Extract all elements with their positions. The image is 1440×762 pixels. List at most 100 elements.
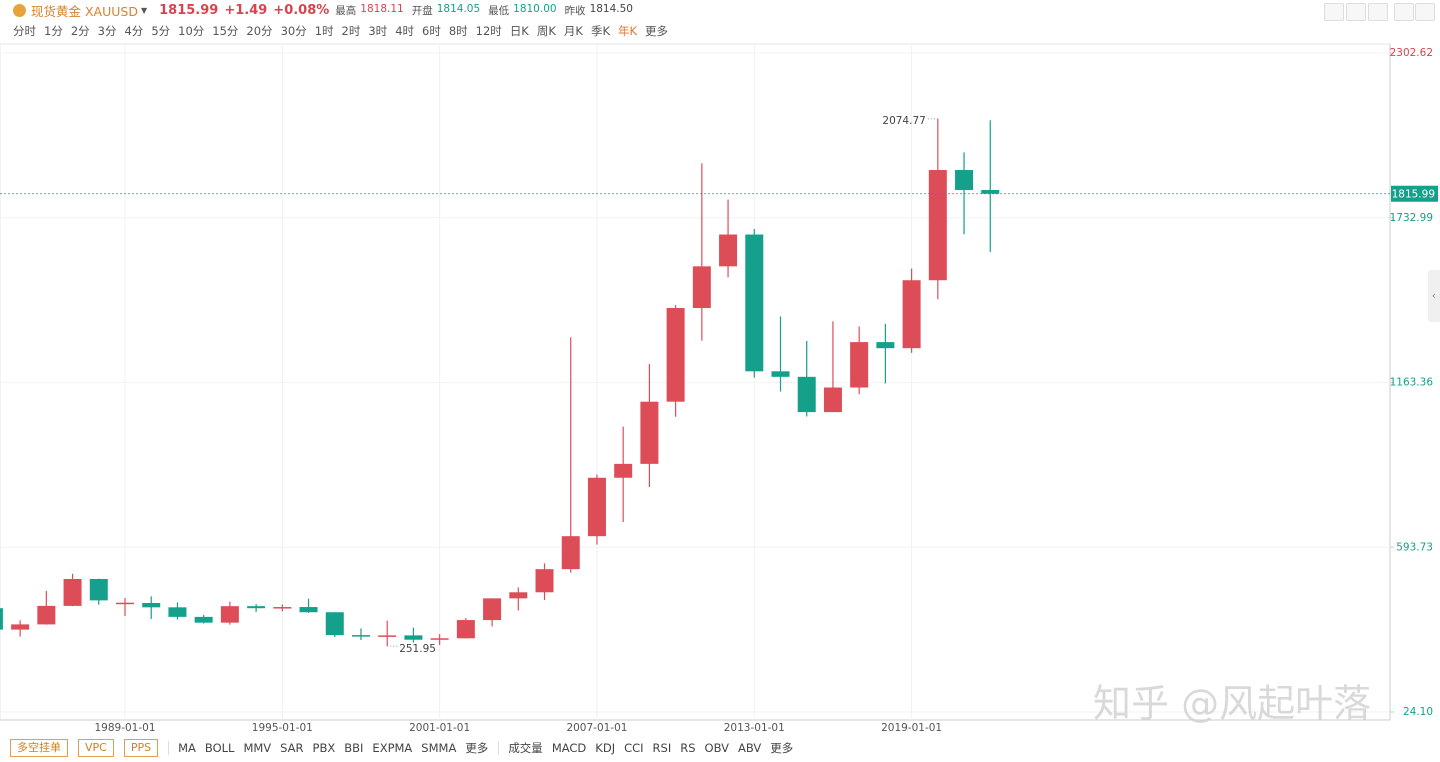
candle-body [404, 635, 423, 640]
candle-body [325, 612, 344, 636]
sub-indicator[interactable]: 更多 [770, 741, 794, 755]
main-indicator[interactable]: PBX [312, 741, 336, 755]
main-indicator[interactable]: SAR [280, 741, 304, 755]
period[interactable]: 月K [563, 24, 583, 38]
candle-body [955, 170, 974, 190]
period[interactable]: 12时 [475, 24, 502, 38]
candle-body [299, 607, 318, 613]
sub-indicator[interactable]: OBV [704, 741, 729, 755]
main-indicator[interactable]: MMV [243, 741, 272, 755]
y-tick-label: 1732.99 [1390, 212, 1433, 224]
period[interactable]: 15分 [212, 24, 239, 38]
candle-body [509, 592, 528, 599]
dropdown-caret[interactable]: ▼ [140, 5, 148, 15]
period[interactable]: 2时 [341, 24, 361, 38]
period[interactable]: 日K [509, 24, 529, 38]
candle-body [456, 620, 475, 639]
candle-body [116, 602, 134, 605]
period[interactable]: 6时 [422, 24, 441, 38]
period[interactable]: 4分 [124, 24, 144, 38]
candle-body [483, 598, 502, 621]
period[interactable]: 20分 [246, 24, 273, 38]
period[interactable]: 更多 [645, 24, 669, 38]
main-indicator[interactable]: EXPMA [372, 741, 413, 755]
x-tick-label: 2013-01-01 [724, 722, 785, 734]
sub-indicator[interactable]: 成交量 [508, 741, 543, 755]
period[interactable]: 2分 [70, 24, 90, 38]
header: 现货黄金 XAUUSD ▼ 1815.99 +1.49 +0.08% 最高 181… [0, 0, 1440, 20]
candle-body [692, 266, 711, 308]
candle-body [430, 638, 449, 640]
period[interactable]: 季K [590, 24, 610, 38]
candle-body [168, 607, 187, 617]
main-indicator[interactable]: SMMA [421, 741, 457, 755]
candle-body [797, 376, 816, 413]
y-tick-label: 2302.62 [1390, 47, 1433, 59]
sub-indicator[interactable]: RS [680, 741, 696, 755]
period[interactable]: 10分 [178, 24, 205, 38]
period[interactable]: 分时 [13, 24, 36, 38]
tool-button[interactable] [1415, 3, 1435, 21]
candle-body [771, 371, 790, 377]
period-bar: 分时 1分 2分 3分 4分 5分 10分 15分 20分 30分 1时 2时 3时 4时 6时 8时 12时日… [13, 22, 668, 40]
footer-button[interactable]: VPC [78, 739, 114, 757]
indicator-bar: 多空挂单 VPC PPS MA BOLL MMV SAR PBX BBI EXPMA SMMA 更多 成… [0, 737, 1440, 759]
change: +1.49 [224, 2, 268, 18]
period[interactable]: 3时 [368, 24, 388, 38]
candle-body [0, 608, 3, 630]
sub-indicator[interactable]: ABV [738, 741, 762, 755]
tool-button[interactable] [1394, 3, 1414, 21]
period[interactable]: 5分 [151, 24, 171, 38]
period[interactable]: 周K [536, 24, 556, 38]
candle-body [876, 342, 895, 349]
sub-indicator[interactable]: KDJ [595, 741, 616, 755]
main-indicator[interactable]: BOLL [204, 741, 235, 755]
main-indicator[interactable]: BBI [344, 741, 364, 755]
candle-body [719, 234, 738, 267]
period[interactable]: 4时 [395, 24, 415, 38]
change-pct: +0.08% [273, 2, 330, 18]
candle-body [351, 635, 370, 637]
sub-indicator[interactable]: RSI [652, 741, 672, 755]
main-indicator[interactable]: MA [178, 741, 196, 755]
candle-body [902, 280, 921, 349]
candle-body [273, 607, 292, 609]
separator [498, 741, 500, 755]
stat-label: 最高 [335, 4, 357, 17]
tool-button[interactable] [1324, 3, 1344, 21]
sub-indicator[interactable]: CCI [624, 741, 644, 755]
stat-value: 1814.05 [436, 2, 481, 15]
tool-button[interactable] [1368, 3, 1388, 21]
candle-body [640, 401, 659, 464]
candle-body [745, 234, 764, 372]
period[interactable]: 年K [618, 24, 638, 38]
candle-body [63, 578, 82, 606]
candle-body [614, 463, 633, 478]
stats: 最高 1818.11 开盘 1814.05 最低 1810.00 昨收 1814.50 [335, 3, 637, 18]
candle-body [142, 602, 161, 608]
period[interactable]: 1分 [44, 24, 63, 38]
stat-value: 1814.50 [589, 2, 633, 15]
candle-body [535, 569, 554, 593]
candle-body [194, 616, 213, 623]
period[interactable]: 30分 [280, 24, 307, 38]
candle-body [928, 170, 947, 281]
period[interactable]: 3分 [97, 24, 117, 38]
candle-body [823, 387, 842, 413]
x-tick-label: 1989-01-01 [94, 722, 155, 734]
period[interactable]: 8时 [448, 24, 468, 38]
x-tick-label: 2007-01-01 [566, 722, 627, 734]
price-tag-label: 1815.99 [1392, 189, 1435, 201]
sub-indicator[interactable]: MACD [551, 741, 587, 755]
tool-button[interactable] [1346, 3, 1366, 21]
candle-body [587, 477, 606, 537]
footer-button[interactable]: 多空挂单 [10, 739, 68, 757]
symbol-name[interactable]: 现货黄金 XAUUSD [31, 3, 138, 19]
period[interactable]: 1时 [314, 24, 334, 38]
stat-label: 最低 [488, 4, 510, 17]
main-indicator[interactable]: 更多 [465, 741, 489, 755]
candle-body [37, 605, 56, 625]
footer-button[interactable]: PPS [123, 739, 159, 757]
side-handle[interactable]: ‹ [1428, 270, 1440, 322]
